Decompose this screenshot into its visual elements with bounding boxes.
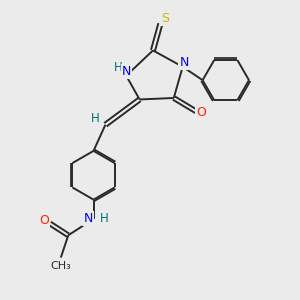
Text: H: H [100,212,108,226]
Text: H: H [113,61,122,74]
Text: N: N [122,65,131,78]
Text: S: S [161,12,169,25]
Text: O: O [196,106,206,119]
Text: N: N [83,212,93,226]
Text: O: O [39,214,49,227]
Text: H: H [91,112,99,125]
Text: N: N [179,56,189,69]
Text: CH₃: CH₃ [50,261,71,271]
